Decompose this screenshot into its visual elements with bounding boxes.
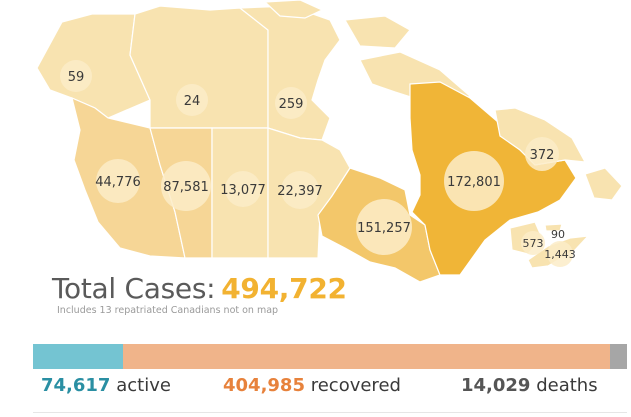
label-nunavut: 259	[279, 97, 304, 112]
label-alberta: 87,581	[163, 180, 209, 195]
total-cases-label: Total Cases:	[52, 272, 216, 305]
bubble-northwest-territories	[176, 84, 208, 116]
status-summary: 74,617 active 404,985 recovered 14,029 d…	[33, 375, 627, 403]
label-new-brunswick: 573	[523, 237, 544, 250]
stat-recovered-value: 404,985	[223, 375, 305, 396]
status-bar-deaths	[610, 344, 627, 369]
case-bubbles: 59 24 259 44,776 87,581 13,077 22,397 15…	[60, 60, 576, 267]
stat-deaths: 14,029 deaths	[461, 375, 598, 396]
status-bar-recovered	[122, 344, 611, 369]
label-prince-edward-island: 90	[551, 228, 565, 241]
bubble-manitoba	[281, 171, 319, 209]
stat-deaths-label: deaths	[536, 375, 598, 396]
region-arctic-island	[344, 15, 411, 49]
label-saskatchewan: 13,077	[220, 183, 266, 198]
hudson-bay	[322, 110, 412, 188]
label-ontario: 151,257	[357, 221, 411, 236]
region-prince-edward-island[interactable]	[544, 223, 563, 232]
bubble-yukon	[60, 60, 92, 92]
region-newfoundland-labrador[interactable]	[494, 107, 587, 166]
stat-active: 74,617 active	[41, 375, 171, 396]
status-bar-active	[33, 344, 123, 369]
bubble-quebec	[444, 151, 504, 211]
label-british-columbia: 44,776	[95, 175, 141, 190]
canada-map: 59 24 259 44,776 87,581 13,077 22,397 15…	[36, 0, 623, 283]
stat-deaths-value: 14,029	[461, 375, 531, 396]
stat-recovered-label: recovered	[310, 375, 401, 396]
status-bar	[33, 344, 627, 369]
total-cases: Total Cases: 494,722	[52, 272, 347, 305]
bubble-newfoundland-labrador	[525, 137, 559, 171]
bubble-nova-scotia	[547, 241, 573, 267]
label-yukon: 59	[68, 70, 85, 85]
label-manitoba: 22,397	[277, 184, 323, 199]
stat-active-value: 74,617	[41, 375, 111, 396]
bubble-nunavut	[275, 87, 307, 119]
bubble-alberta	[161, 161, 211, 211]
label-quebec: 172,801	[447, 175, 501, 190]
bubble-new-brunswick	[521, 231, 545, 255]
stat-active-label: active	[116, 375, 171, 396]
label-newfoundland-labrador: 372	[530, 148, 555, 163]
label-nova-scotia: 1,443	[544, 248, 576, 261]
bubble-ontario	[356, 199, 412, 255]
region-arctic-island	[263, 0, 324, 19]
bubble-british-columbia	[96, 159, 140, 203]
divider	[33, 412, 627, 413]
region-newfoundland-island	[584, 167, 623, 201]
label-northwest-territories: 24	[184, 94, 201, 109]
total-cases-value: 494,722	[221, 272, 347, 305]
stat-recovered: 404,985 recovered	[223, 375, 401, 396]
total-cases-note: Includes 13 repatriated Canadians not on…	[57, 305, 279, 316]
bubble-saskatchewan	[225, 171, 261, 207]
